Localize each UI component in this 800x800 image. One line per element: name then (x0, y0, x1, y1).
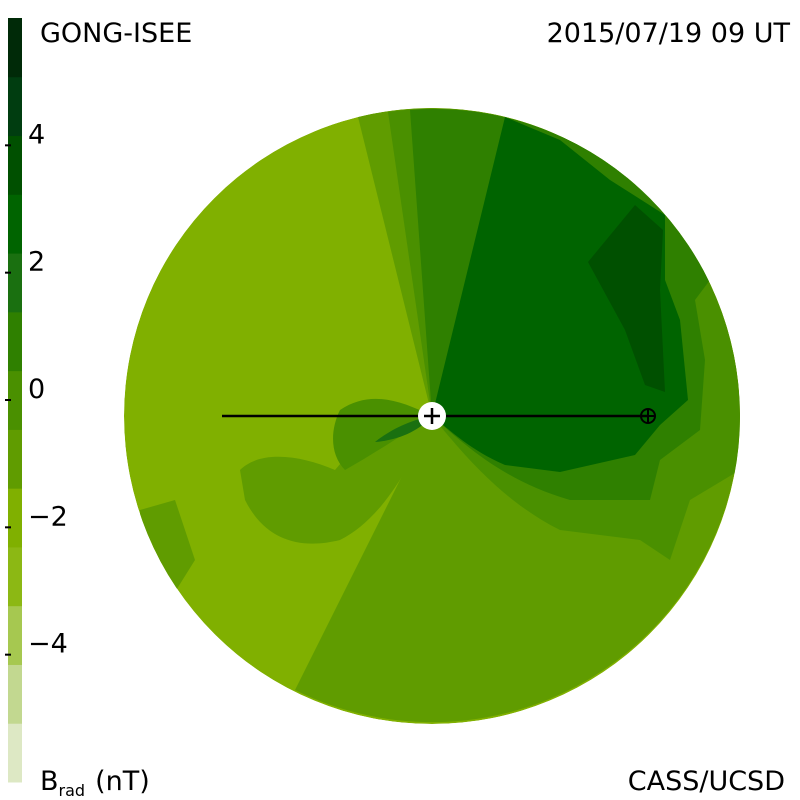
tick-label: 4 (28, 119, 45, 150)
unit: (nT) (95, 766, 150, 797)
colorbar-band (8, 723, 22, 783)
colorbar-band (8, 76, 22, 137)
region (432, 117, 688, 472)
colorbar-band (8, 664, 22, 724)
tick-label: 2 (28, 247, 45, 278)
title-right: 2015/07/19 09 UT (547, 18, 791, 49)
subscript: rad (59, 781, 86, 800)
earth-cross (641, 409, 655, 423)
colorbar-band (8, 253, 22, 313)
colorbar-band (8, 605, 22, 665)
region (240, 416, 432, 544)
colorbar-band (8, 488, 22, 548)
colorbar-band (8, 311, 22, 372)
solar-wind-map (124, 108, 740, 724)
title-left: GONG-ISEE (40, 18, 192, 49)
colorbar-label: Brad (nT) (40, 766, 150, 800)
colorbar-band (8, 429, 22, 489)
tick-label: 0 (28, 374, 45, 405)
colorbar-band (8, 194, 22, 254)
tick-label: −2 (28, 501, 68, 532)
colorbar-band (8, 546, 22, 607)
region (588, 205, 665, 392)
colorbar: 4 2 0 −2 −4 (5, 18, 68, 783)
colorbar-band (8, 18, 22, 78)
colorbar-band (8, 135, 22, 195)
credit: CASS/UCSD (628, 766, 785, 797)
region (375, 416, 432, 442)
sun-cross (424, 408, 440, 424)
colorbar-band (8, 370, 22, 430)
quantity: B (40, 766, 59, 797)
tick-label: −4 (28, 629, 68, 660)
